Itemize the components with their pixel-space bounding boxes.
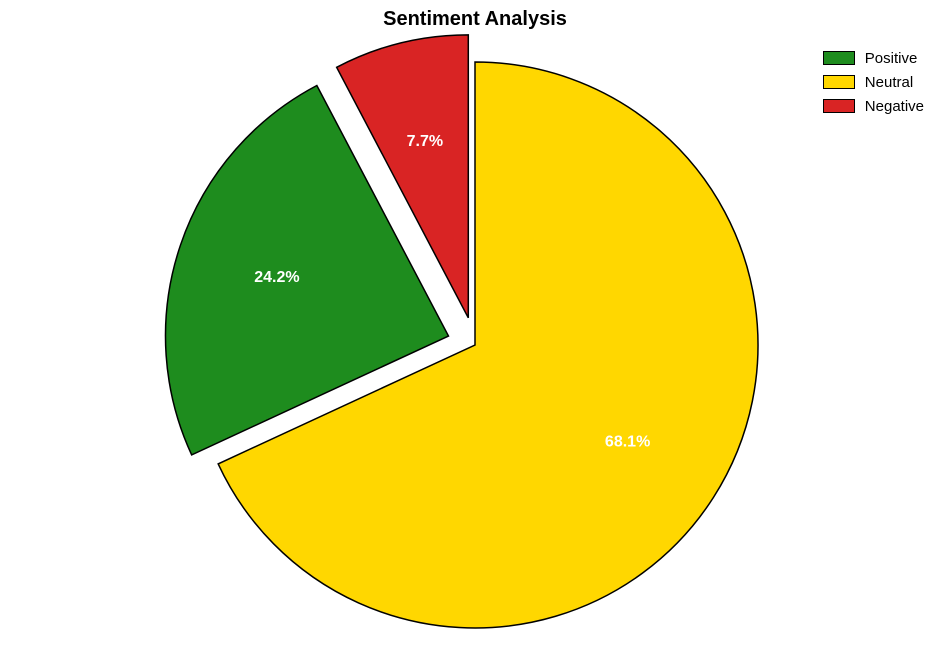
legend-swatch-positive <box>823 51 855 65</box>
legend-item-negative: Negative <box>823 96 924 116</box>
slice-label-negative: 7.7% <box>407 133 443 150</box>
pie-svg: 68.1% 24.2% 7.7% <box>0 0 950 662</box>
slice-label-neutral: 68.1% <box>605 434 650 451</box>
legend: Positive Neutral Negative <box>823 48 924 120</box>
legend-item-positive: Positive <box>823 48 924 68</box>
slice-label-positive: 24.2% <box>254 269 299 286</box>
legend-label: Positive <box>865 50 918 67</box>
legend-item-neutral: Neutral <box>823 72 924 92</box>
legend-label: Neutral <box>865 74 913 91</box>
legend-swatch-negative <box>823 99 855 113</box>
sentiment-pie-chart: Sentiment Analysis 68.1%24.2%7.7% Positi… <box>0 0 950 662</box>
legend-swatch-neutral <box>823 75 855 89</box>
legend-label: Negative <box>865 98 924 115</box>
